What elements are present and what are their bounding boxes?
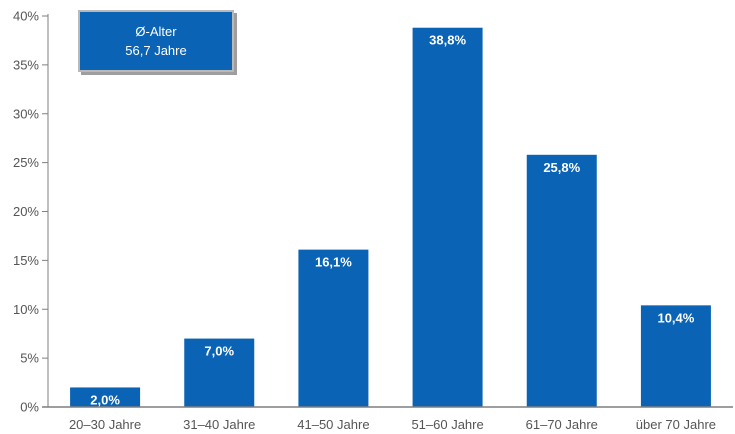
x-tick-label: 31–40 Jahre [183, 417, 255, 432]
bars: 2,0% 7,0% 16,1% 38,8% 25,8% 10,4% [70, 27, 711, 407]
x-tick-label: über 70 Jahre [636, 417, 716, 432]
average-age-box: Ø-Alter 56,7 Jahre [78, 10, 234, 72]
bar [640, 305, 711, 407]
bar [526, 154, 597, 407]
x-axis-labels: 20–30 Jahre 31–40 Jahre 41–50 Jahre 51–60 J… [69, 417, 716, 432]
y-tick-label: 25% [13, 155, 39, 170]
y-tick-label: 20% [13, 204, 39, 219]
y-axis-ticks: 0% 5% 10% 15% 20% 25% 30% 35% 40% [13, 9, 48, 415]
y-tick-label: 35% [13, 57, 39, 72]
y-tick-label: 40% [13, 9, 39, 24]
y-tick-label: 5% [20, 351, 39, 366]
data-label: 38,8% [429, 33, 466, 48]
data-label: 10,4% [657, 310, 694, 325]
average-age-label: Ø-Alter [135, 24, 177, 39]
x-tick-label: 51–60 Jahre [411, 417, 483, 432]
bar [184, 338, 255, 407]
data-label: 7,0% [204, 344, 234, 359]
data-label: 16,1% [315, 255, 352, 270]
average-age-value: 56,7 Jahre [125, 43, 187, 58]
data-label: 25,8% [543, 160, 580, 175]
x-tick-label: 41–50 Jahre [297, 417, 369, 432]
y-tick-label: 10% [13, 302, 39, 317]
bar [70, 387, 141, 407]
y-tick-label: 30% [13, 106, 39, 121]
bar [298, 249, 369, 407]
x-tick-label: 20–30 Jahre [69, 417, 141, 432]
x-tick-label: 61–70 Jahre [526, 417, 598, 432]
y-tick-label: 0% [20, 400, 39, 415]
bar [412, 27, 483, 407]
data-label: 2,0% [90, 392, 120, 407]
y-tick-label: 15% [13, 253, 39, 268]
